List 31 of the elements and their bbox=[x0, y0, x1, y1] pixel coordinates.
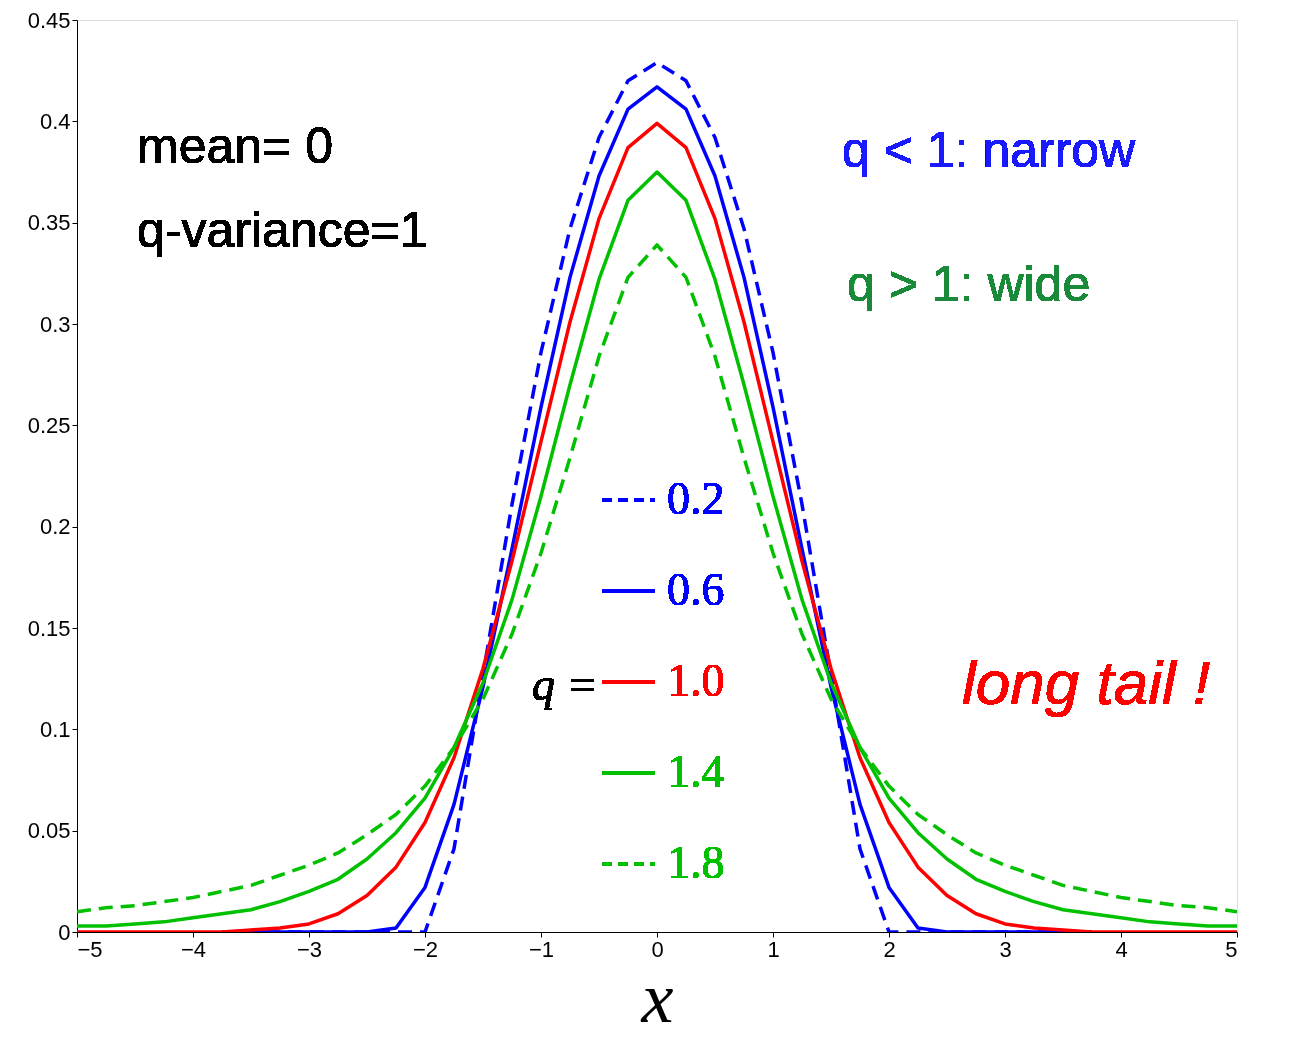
x-tick-label: −3 bbox=[296, 936, 323, 962]
x-tick-label: −5 bbox=[77, 936, 103, 962]
x-tick-label: −4 bbox=[180, 936, 207, 962]
annotation: q = bbox=[532, 659, 598, 710]
legend-label: 1.4 bbox=[667, 746, 725, 797]
y-tick-label: 0.05 bbox=[27, 818, 71, 844]
annotation: q > 1: wide bbox=[847, 256, 1091, 312]
annotation: long tail ! bbox=[962, 648, 1211, 717]
y-tick-label: 0.3 bbox=[39, 311, 71, 337]
y-tick-label: 0.4 bbox=[39, 108, 71, 134]
x-tick-label: 1 bbox=[767, 936, 780, 962]
x-tick-label: −1 bbox=[528, 936, 555, 962]
legend-label: 0.2 bbox=[667, 473, 725, 524]
x-tick-label: −2 bbox=[412, 936, 439, 962]
x-tick-label: 2 bbox=[883, 936, 896, 962]
x-tick-label: 5 bbox=[1225, 936, 1238, 962]
y-tick-label: 0.1 bbox=[39, 716, 71, 742]
x-tick-label: 4 bbox=[1115, 936, 1128, 962]
y-tick-label: 0.2 bbox=[39, 514, 71, 540]
legend-label: 1.0 bbox=[667, 655, 725, 706]
annotation: mean= 0 bbox=[137, 118, 333, 174]
y-tick-label: 0 bbox=[58, 919, 71, 945]
annotation: q < 1: narrow bbox=[842, 122, 1137, 178]
legend-label: 1.8 bbox=[667, 837, 725, 888]
y-tick-label: 0.45 bbox=[27, 7, 71, 33]
y-tick-label: 0.35 bbox=[27, 210, 71, 236]
y-tick-label: 0.15 bbox=[27, 615, 71, 641]
annotation: q-variance=1 bbox=[137, 202, 428, 258]
legend-label: 0.6 bbox=[667, 564, 725, 615]
x-tick-label: 3 bbox=[999, 936, 1012, 962]
y-tick-label: 0.25 bbox=[27, 412, 71, 438]
